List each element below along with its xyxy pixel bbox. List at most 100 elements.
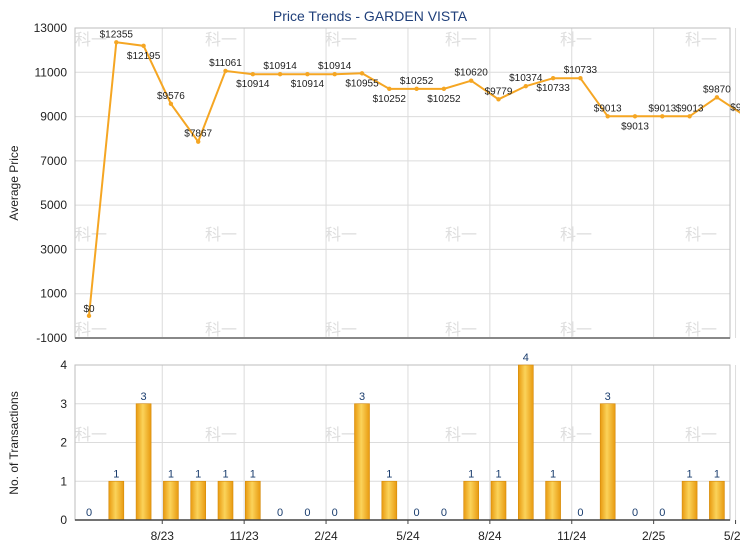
transactions-data-label: 1: [195, 468, 201, 480]
watermark-glyph: 科一: [560, 225, 592, 244]
price-point: [441, 86, 447, 92]
transactions-bar: [354, 403, 370, 521]
transactions-data-label: 0: [632, 507, 638, 519]
watermark-glyph: 科一: [560, 425, 592, 444]
price-data-label: $9013: [648, 103, 676, 114]
price-y-tick-label: 5000: [40, 198, 67, 212]
transactions-data-label: 4: [523, 352, 529, 364]
transactions-bar: [517, 364, 534, 521]
transactions-bar: [190, 480, 206, 521]
price-point: [168, 101, 174, 107]
watermark-glyph: 科一: [445, 225, 477, 244]
price-point: [660, 114, 665, 119]
x-tick-label: 8/24: [478, 529, 502, 543]
price-y-tick-label: 11000: [35, 65, 68, 79]
price-data-label: $10955: [345, 78, 379, 89]
price-data-label: $9576: [157, 91, 185, 102]
price-data-label: $10733: [536, 83, 570, 94]
price-y-axis-label: Average Price: [7, 145, 21, 220]
price-point: [223, 68, 228, 74]
watermark-glyph: 科一: [445, 425, 477, 444]
watermark-glyph: 科一: [560, 320, 592, 339]
price-data-label: $10252: [400, 76, 434, 87]
price-data-label: $10914: [236, 79, 270, 90]
price-point: [714, 95, 720, 100]
price-data-labels: $0 $12355 $12195 $9576 $7867 $11061 $10914 $109…: [83, 29, 740, 315]
price-point: [359, 71, 365, 76]
transactions-bar: [681, 480, 698, 521]
x-tick-label: 11/23: [230, 529, 259, 543]
transactions-data-label: 0: [659, 507, 665, 519]
watermark-glyph: 科一: [445, 320, 477, 339]
price-point: [687, 114, 692, 119]
price-y-tick-label: 3000: [40, 242, 67, 256]
transactions-data-label: 1: [687, 468, 693, 480]
transactions-y-axis-label: No. of Transactions: [7, 391, 21, 494]
transactions-bar: [108, 480, 125, 521]
price-data-label: $7867: [184, 129, 212, 140]
price-point: [578, 75, 583, 81]
transactions-data-label: 3: [359, 391, 365, 403]
price-point: [332, 71, 337, 77]
transactions-bar: [709, 480, 725, 521]
transactions-data-label: 0: [277, 507, 283, 519]
transactions-data-label: 3: [605, 391, 611, 403]
transactions-bar: [135, 403, 152, 521]
transactions-bar: [490, 480, 507, 521]
price-data-label: $10914: [263, 61, 297, 72]
price-data-label: $9013: [621, 121, 649, 132]
price-point: [114, 40, 119, 45]
x-tick-label: 2/24: [314, 529, 338, 543]
chart-title: Price Trends - GARDEN VISTA: [273, 8, 468, 24]
watermark-glyph: 科一: [325, 320, 357, 339]
x-tick-label: 11/24: [557, 529, 586, 543]
price-data-label: $10252: [427, 94, 461, 105]
transactions-data-label: 1: [222, 468, 228, 480]
watermark-glyph: 科一: [445, 30, 477, 49]
watermark-glyph: 科一: [685, 425, 717, 444]
transactions-data-label: 1: [386, 468, 392, 480]
price-y-tick-label: -1000: [36, 331, 67, 345]
price-series: [86, 40, 740, 319]
price-point: [250, 71, 255, 77]
transactions-bar: [463, 480, 480, 521]
x-tick-label: 5/24: [396, 529, 420, 543]
price-point: [605, 114, 610, 119]
transactions-bars: [108, 364, 725, 521]
price-data-label: $10914: [291, 79, 325, 90]
transactions-data-label: 1: [495, 468, 501, 480]
price-y-tick-label: 1000: [40, 287, 67, 301]
transactions-bar: [599, 403, 616, 521]
transactions-data-label: 1: [250, 468, 256, 480]
transactions-data-label: 1: [113, 468, 119, 480]
price-data-label: $9013: [676, 103, 704, 114]
price-point: [632, 114, 638, 119]
price-y-ticks: -1000 1000 3000 5000 7000 9000 11000 13000: [34, 21, 68, 345]
transactions-bar: [217, 480, 234, 521]
watermark-glyph: 科一: [205, 320, 237, 339]
price-point: [496, 97, 501, 102]
price-data-label: $12195: [127, 51, 161, 62]
price-data-label: $11061: [209, 58, 242, 69]
price-point: [86, 313, 92, 319]
watermark-glyph: 科一: [75, 320, 107, 339]
watermark-glyph: 科一: [560, 30, 592, 49]
transactions-bar: [163, 480, 179, 521]
transactions-y-tick-label: 4: [60, 358, 67, 372]
watermark-glyph: 科一: [685, 225, 717, 244]
price-y-tick-label: 9000: [40, 110, 67, 124]
watermark-glyph: 科一: [325, 30, 357, 49]
price-data-label: $10620: [455, 68, 489, 79]
transactions-data-label: 0: [86, 507, 92, 519]
transactions-y-tick-label: 3: [60, 397, 67, 411]
price-grid: [75, 27, 737, 339]
x-tick-label: 5/25: [724, 529, 740, 543]
price-point: [523, 83, 528, 89]
transactions-data-label: 1: [168, 468, 174, 480]
price-data-label: $10914: [318, 61, 352, 72]
price-data-label: $9870: [703, 84, 731, 95]
price-point: [305, 71, 310, 77]
price-point: [469, 78, 474, 83]
transactions-data-label: 0: [332, 507, 338, 519]
